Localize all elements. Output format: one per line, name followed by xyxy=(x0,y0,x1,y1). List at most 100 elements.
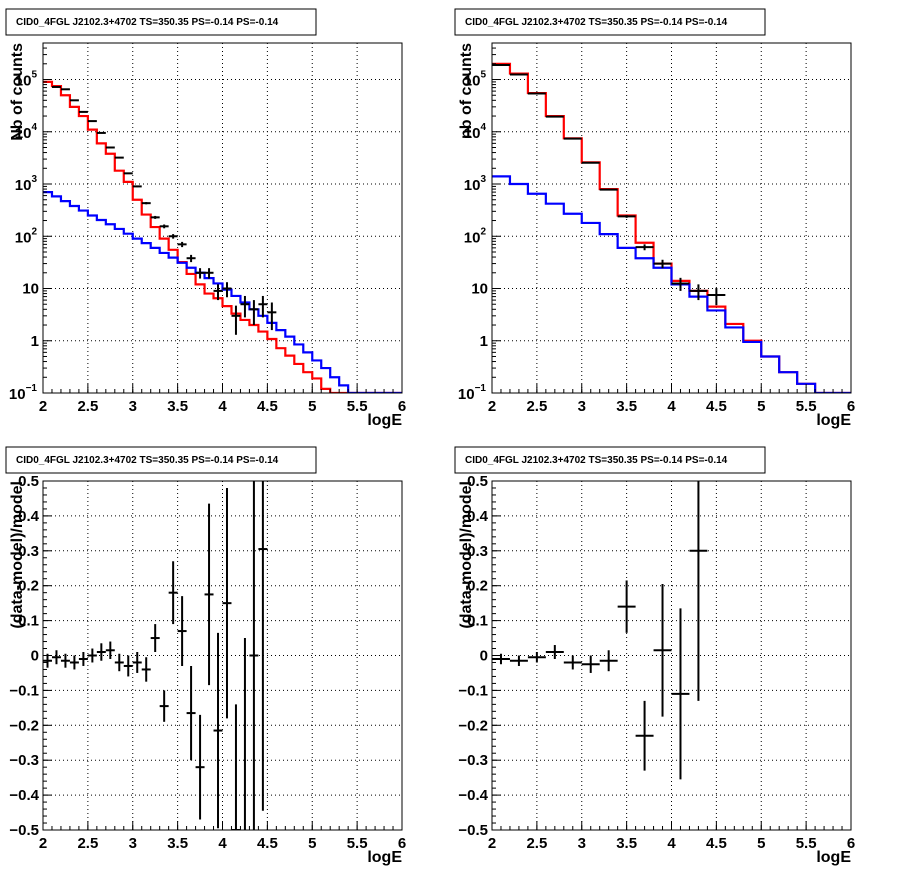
y-tick-label: 0.1 xyxy=(467,613,488,630)
x-axis-label: logE xyxy=(816,849,851,866)
plot-title-box xyxy=(454,8,766,36)
x-tick-label: 2.5 xyxy=(77,835,98,852)
y-tick-label: −0.4 xyxy=(9,787,39,804)
y-tick-label: −0.1 xyxy=(458,682,488,699)
x-tick-label: 4 xyxy=(667,398,676,415)
x-tick-label: 5 xyxy=(308,835,316,852)
y-tick-label: 0.2 xyxy=(467,578,488,595)
x-tick-label: 4.5 xyxy=(257,398,278,415)
panel-bottom-right: 2 2.5 3 3.5 4 4.5 5 5.5 6 −0.5 −0.4 −0.3 −0.2 −0.1 0 0.… xyxy=(454,446,855,866)
y-tick-label: 105 xyxy=(15,70,38,90)
x-tick-label: 5.5 xyxy=(347,398,368,415)
panel-top-left: 2 2.5 3 3.5 4 4.5 5 5.5 6 10−1 1 10 102 103 104 105 logE… xyxy=(5,8,406,429)
x-tick-label: 2.5 xyxy=(526,835,547,852)
y-tick-label: 0.4 xyxy=(467,508,489,525)
x-tick-label: 2.5 xyxy=(77,398,98,415)
y-tick-label: 10 xyxy=(22,281,39,298)
x-tick-label: 4.5 xyxy=(706,835,727,852)
y-tick-label: 10 xyxy=(471,281,488,298)
x-tick-label: 5 xyxy=(757,398,765,415)
y-tick-label: 0 xyxy=(480,648,488,665)
y-tick-label: −0.2 xyxy=(458,717,488,734)
y-tick-label: 1 xyxy=(480,333,488,350)
y-axis-label: (data-model)/model xyxy=(458,481,475,629)
x-tick-label: 2 xyxy=(39,398,47,415)
series-group xyxy=(492,62,851,393)
y-tick-label: 10−1 xyxy=(9,383,38,403)
plot-title: CID0_4FGL J2102.3+4702 TS=350.35 PS=-0.1… xyxy=(465,17,728,28)
x-tick-label: 4.5 xyxy=(706,398,727,415)
y-tick-label: 103 xyxy=(464,174,487,194)
x-tick-label: 3.5 xyxy=(167,835,188,852)
x-tick-label: 3.5 xyxy=(167,398,188,415)
y-tick-label: 105 xyxy=(464,70,487,90)
x-tick-label: 6 xyxy=(398,398,406,415)
x-axis-label: logE xyxy=(367,412,402,429)
y-tick-label: 104 xyxy=(464,122,487,142)
histogram-step-red xyxy=(43,80,402,393)
panel-bottom-left: 2 2.5 3 3.5 4 4.5 5 5.5 6 −0.5 −0.4 −0.3 −0.2 −0.1 0 0.… xyxy=(5,446,406,866)
x-tick-label: 4 xyxy=(667,835,676,852)
x-tick-label: 3 xyxy=(129,398,137,415)
series-group xyxy=(43,481,268,830)
plot-title: CID0_4FGL J2102.3+4702 TS=350.35 PS=-0.1… xyxy=(16,455,279,466)
x-tick-label: 6 xyxy=(398,835,406,852)
y-tick-label: −0.1 xyxy=(9,682,39,699)
panel-top-right: 2 2.5 3 3.5 4 4.5 5 5.5 6 10−1 1 10 102 103 104 105 logE… xyxy=(454,8,855,429)
x-tick-label: 5 xyxy=(757,835,765,852)
y-tick-label: 104 xyxy=(15,122,38,142)
histogram-step-blue xyxy=(492,175,851,393)
x-tick-label: 5.5 xyxy=(347,835,368,852)
x-tick-label: 4 xyxy=(218,398,227,415)
y-axis-label: (data-model)/model xyxy=(9,481,26,629)
x-tick-label: 3 xyxy=(578,398,586,415)
x-tick-label: 5.5 xyxy=(796,398,817,415)
x-tick-label: 3.5 xyxy=(616,398,637,415)
y-tick-label: 0.2 xyxy=(18,578,39,595)
y-tick-label: −0.5 xyxy=(458,822,488,839)
plot-title-box xyxy=(454,446,766,474)
x-axis-label: logE xyxy=(367,849,402,866)
x-tick-label: 3 xyxy=(129,835,137,852)
x-tick-label: 2 xyxy=(488,398,496,415)
x-tick-label: 5.5 xyxy=(796,835,817,852)
y-tick-label: 0.3 xyxy=(467,543,488,560)
y-tick-label: 102 xyxy=(464,226,487,246)
x-tick-label: 4.5 xyxy=(257,835,278,852)
y-tick-label: 0.3 xyxy=(18,543,39,560)
y-axis-label: Nb of counts xyxy=(9,43,26,141)
y-tick-label: −0.2 xyxy=(9,717,39,734)
x-tick-label: 4 xyxy=(218,835,227,852)
y-tick-label: 10−1 xyxy=(458,383,487,403)
x-tick-label: 3.5 xyxy=(616,835,637,852)
y-tick-label: 0.4 xyxy=(18,508,40,525)
y-axis-label: nb of counts xyxy=(458,43,475,139)
series-group xyxy=(43,80,402,393)
x-tick-label: 2 xyxy=(488,835,496,852)
y-tick-label: 0.5 xyxy=(467,473,488,490)
y-tick-label: −0.4 xyxy=(458,787,488,804)
y-tick-label: 0.5 xyxy=(18,473,39,490)
plot-title-box xyxy=(5,446,317,474)
y-tick-label: 103 xyxy=(15,174,38,194)
plot-title: CID0_4FGL J2102.3+4702 TS=350.35 PS=-0.1… xyxy=(16,17,279,28)
series-group xyxy=(492,481,708,780)
x-axis-label: logE xyxy=(816,412,851,429)
plot-title: CID0_4FGL J2102.3+4702 TS=350.35 PS=-0.1… xyxy=(465,455,728,466)
x-tick-label: 6 xyxy=(847,835,855,852)
y-tick-label: 0 xyxy=(31,648,39,665)
y-tick-label: −0.3 xyxy=(458,752,488,769)
x-tick-label: 3 xyxy=(578,835,586,852)
plot-title-box xyxy=(5,8,317,36)
y-tick-label: −0.3 xyxy=(9,752,39,769)
x-tick-label: 2 xyxy=(39,835,47,852)
x-tick-label: 6 xyxy=(847,398,855,415)
x-tick-label: 5 xyxy=(308,398,316,415)
histogram-step-blue xyxy=(43,191,402,393)
x-tick-label: 2.5 xyxy=(526,398,547,415)
y-tick-label: 0.1 xyxy=(18,613,39,630)
y-tick-label: 102 xyxy=(15,226,38,246)
y-tick-label: 1 xyxy=(31,333,39,350)
y-tick-label: −0.5 xyxy=(9,822,39,839)
